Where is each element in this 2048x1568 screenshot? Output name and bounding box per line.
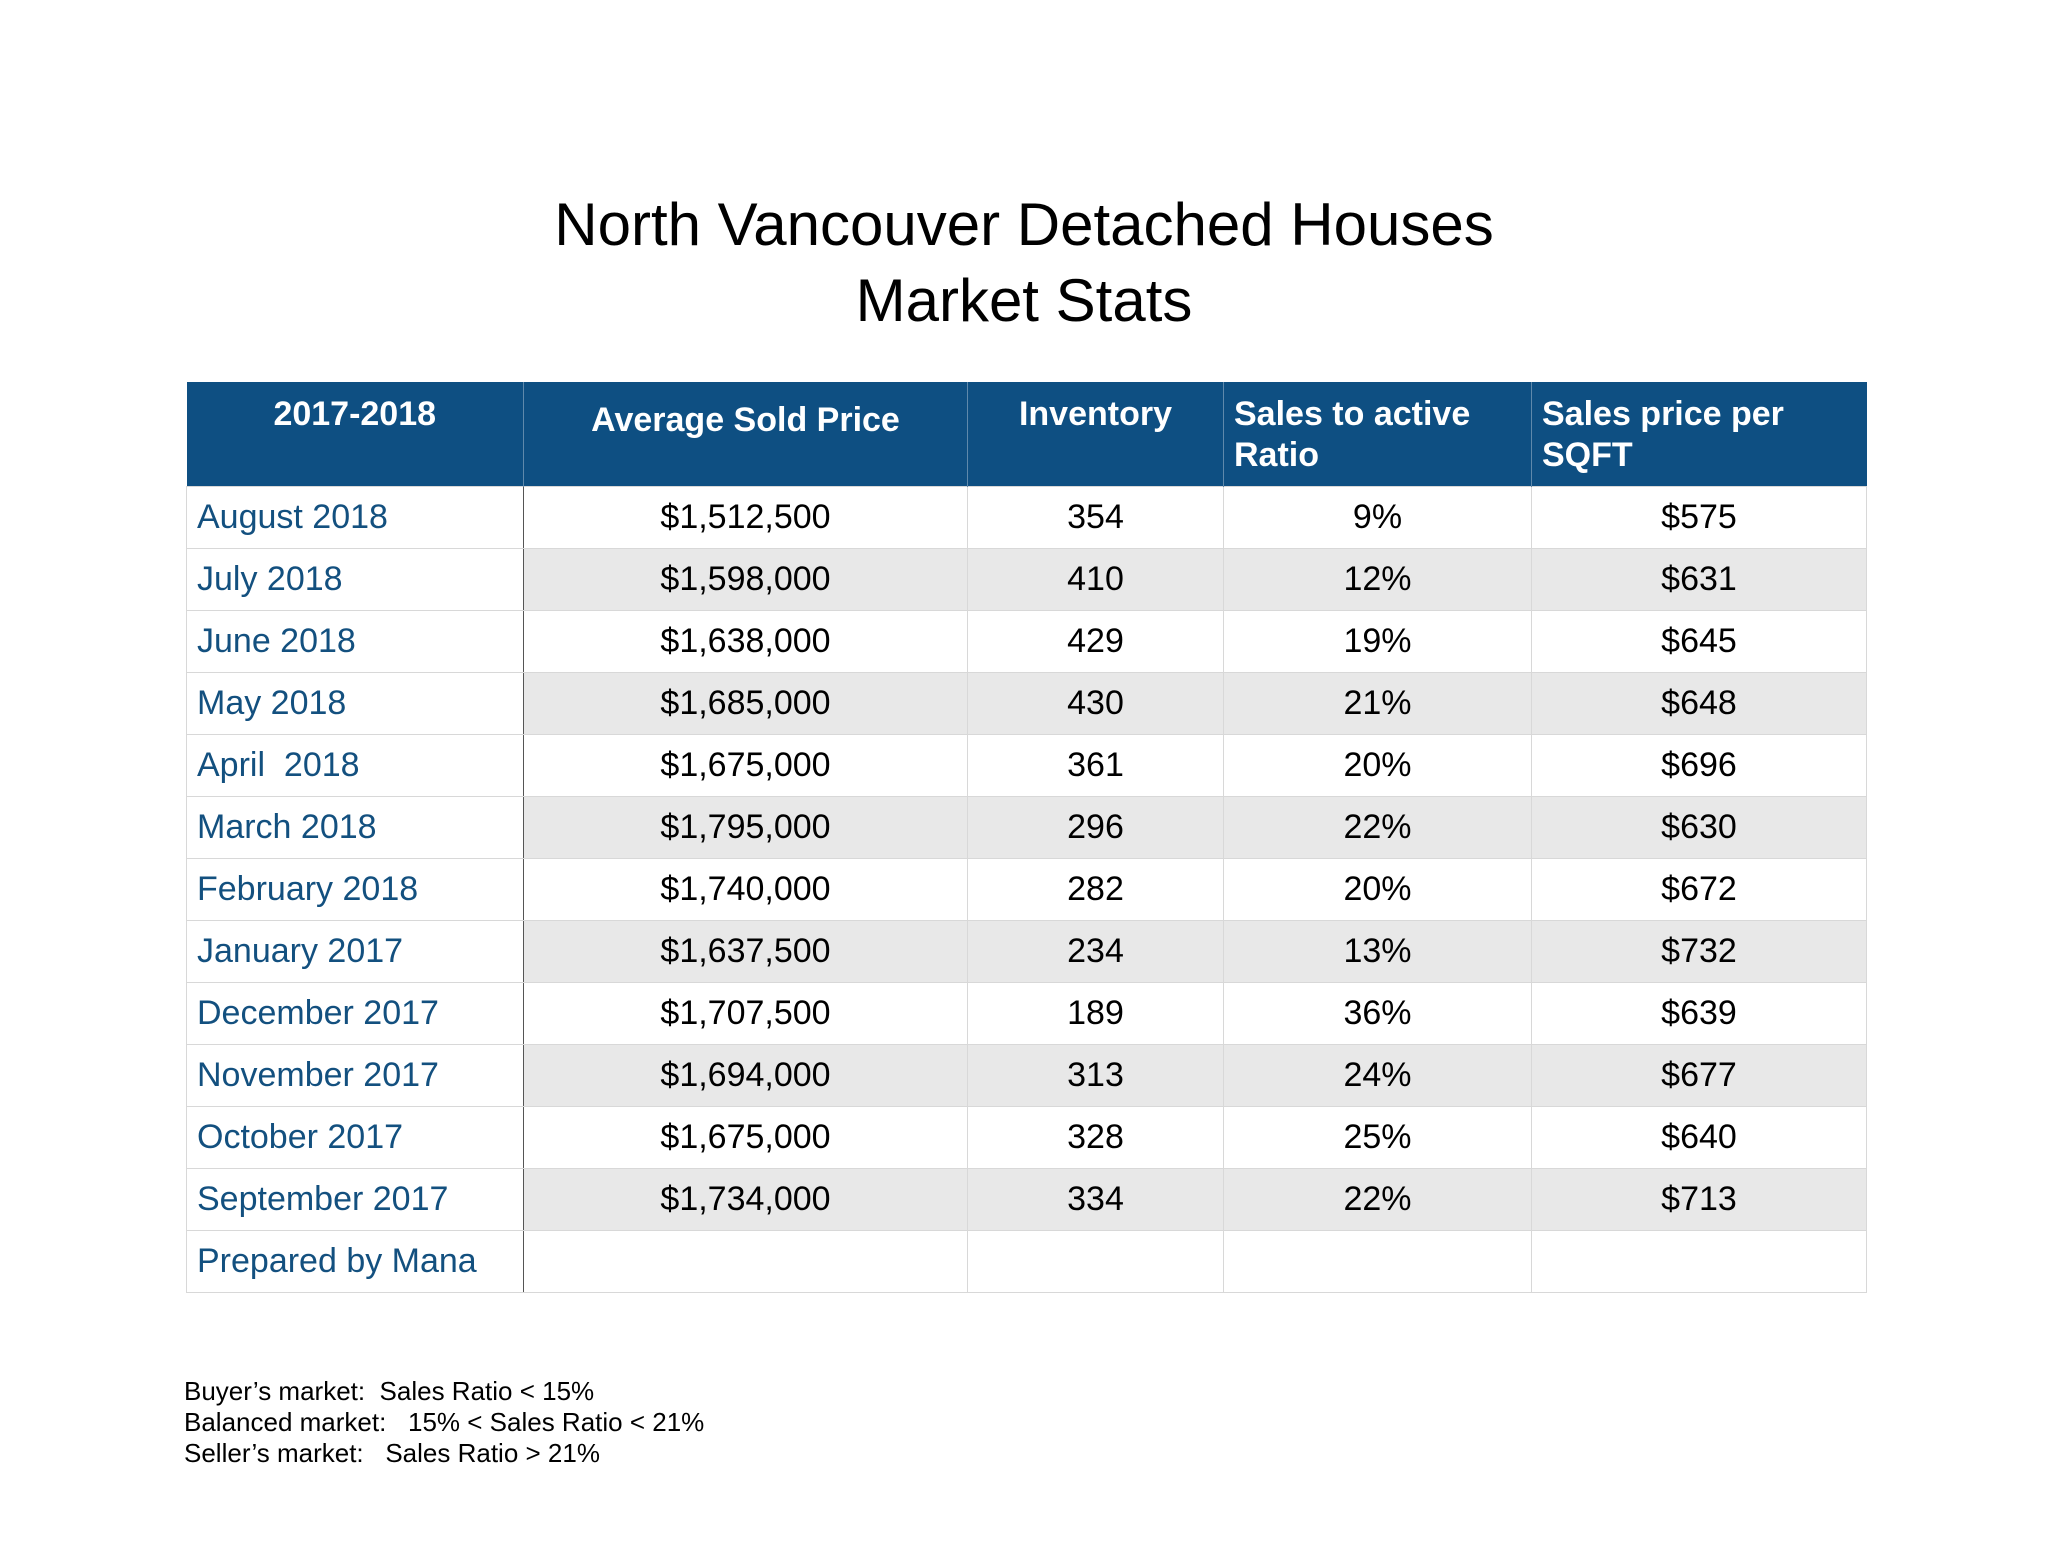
inventory-cell: 234 [967,919,1224,983]
price-cell: $1,598,000 [523,547,968,611]
month-cell: March 2018 [186,795,524,859]
market-stats-table: 2017-2018 Average Sold Price Inventory S… [186,382,1867,1293]
header-sales-price-per-sqft: Sales price per SQFT [1531,382,1867,486]
header-sales-to-active-ratio: Sales to active Ratio [1223,382,1532,486]
month-cell: May 2018 [186,671,524,735]
header-period: 2017-2018 [186,382,524,486]
inventory-cell: 313 [967,1043,1224,1107]
inventory-cell: 361 [967,733,1224,797]
inventory-cell: 282 [967,857,1224,921]
month-cell: November 2017 [186,1043,524,1107]
table-header-row: 2017-2018 Average Sold Price Inventory S… [186,382,1867,486]
empty-cell [1531,1229,1867,1293]
sqft-price-cell: $713 [1531,1167,1867,1231]
table-row: December 2017 $1,707,500 189 36% $639 [186,981,1867,1045]
page-subtitle: Market Stats [855,267,1193,334]
sqft-price-cell: $631 [1531,547,1867,611]
table-row: April 2018 $1,675,000 361 20% $696 [186,733,1867,797]
inventory-cell: 334 [967,1167,1224,1231]
inventory-cell: 429 [967,609,1224,673]
sqft-price-cell: $630 [1531,795,1867,859]
table-row: July 2018 $1,598,000 410 12% $631 [186,547,1867,611]
empty-cell [1223,1229,1532,1293]
table-row: February 2018 $1,740,000 282 20% $672 [186,857,1867,921]
inventory-cell: 189 [967,981,1224,1045]
empty-cell [523,1229,968,1293]
month-cell: April 2018 [186,733,524,797]
month-cell: December 2017 [186,981,524,1045]
ratio-cell: 22% [1223,795,1532,859]
ratio-cell: 20% [1223,857,1532,921]
table-row: May 2018 $1,685,000 430 21% $648 [186,671,1867,735]
sqft-price-cell: $732 [1531,919,1867,983]
ratio-cell: 20% [1223,733,1532,797]
sqft-price-cell: $645 [1531,609,1867,673]
price-cell: $1,637,500 [523,919,968,983]
sqft-price-cell: $648 [1531,671,1867,735]
price-cell: $1,675,000 [523,733,968,797]
ratio-cell: 22% [1223,1167,1532,1231]
balanced-market-note: Balanced market: 15% < Sales Ratio < 21% [184,1407,705,1437]
table-row: October 2017 $1,675,000 328 25% $640 [186,1105,1867,1169]
inventory-cell: 430 [967,671,1224,735]
month-cell: June 2018 [186,609,524,673]
sellers-market-note: Seller’s market: Sales Ratio > 21% [184,1438,600,1468]
month-cell: January 2017 [186,919,524,983]
price-cell: $1,740,000 [523,857,968,921]
ratio-cell: 9% [1223,485,1532,549]
inventory-cell: 410 [967,547,1224,611]
header-inventory: Inventory [967,382,1224,486]
price-cell: $1,638,000 [523,609,968,673]
table-row: August 2018 $1,512,500 354 9% $575 [186,485,1867,549]
sqft-price-cell: $575 [1531,485,1867,549]
buyers-market-note: Buyer’s market: Sales Ratio < 15% [184,1376,595,1406]
month-cell: February 2018 [186,857,524,921]
price-cell: $1,795,000 [523,795,968,859]
page-title: North Vancouver Detached Houses [554,191,1494,258]
inventory-cell: 328 [967,1105,1224,1169]
month-cell: July 2018 [186,547,524,611]
sqft-price-cell: $639 [1531,981,1867,1045]
ratio-cell: 13% [1223,919,1532,983]
table-row: March 2018 $1,795,000 296 22% $630 [186,795,1867,859]
prepared-by-label: Prepared by Mana [186,1229,524,1293]
table-row: January 2017 $1,637,500 234 13% $732 [186,919,1867,983]
inventory-cell: 354 [967,485,1224,549]
price-cell: $1,707,500 [523,981,968,1045]
sqft-price-cell: $672 [1531,857,1867,921]
header-average-sold-price: Average Sold Price [523,382,968,486]
empty-cell [967,1229,1224,1293]
ratio-cell: 19% [1223,609,1532,673]
table-footer-row: Prepared by Mana [186,1229,1867,1293]
month-cell: September 2017 [186,1167,524,1231]
inventory-cell: 296 [967,795,1224,859]
sqft-price-cell: $640 [1531,1105,1867,1169]
ratio-cell: 25% [1223,1105,1532,1169]
market-legend-notes: Buyer’s market: Sales Ratio < 15% Balance… [184,1376,704,1469]
table-row: September 2017 $1,734,000 334 22% $713 [186,1167,1867,1231]
price-cell: $1,694,000 [523,1043,968,1107]
table-row: November 2017 $1,694,000 313 24% $677 [186,1043,1867,1107]
price-cell: $1,685,000 [523,671,968,735]
table-row: June 2018 $1,638,000 429 19% $645 [186,609,1867,673]
ratio-cell: 36% [1223,981,1532,1045]
ratio-cell: 12% [1223,547,1532,611]
month-cell: October 2017 [186,1105,524,1169]
month-cell: August 2018 [186,485,524,549]
price-cell: $1,675,000 [523,1105,968,1169]
ratio-cell: 24% [1223,1043,1532,1107]
sqft-price-cell: $677 [1531,1043,1867,1107]
ratio-cell: 21% [1223,671,1532,735]
price-cell: $1,512,500 [523,485,968,549]
sqft-price-cell: $696 [1531,733,1867,797]
price-cell: $1,734,000 [523,1167,968,1231]
